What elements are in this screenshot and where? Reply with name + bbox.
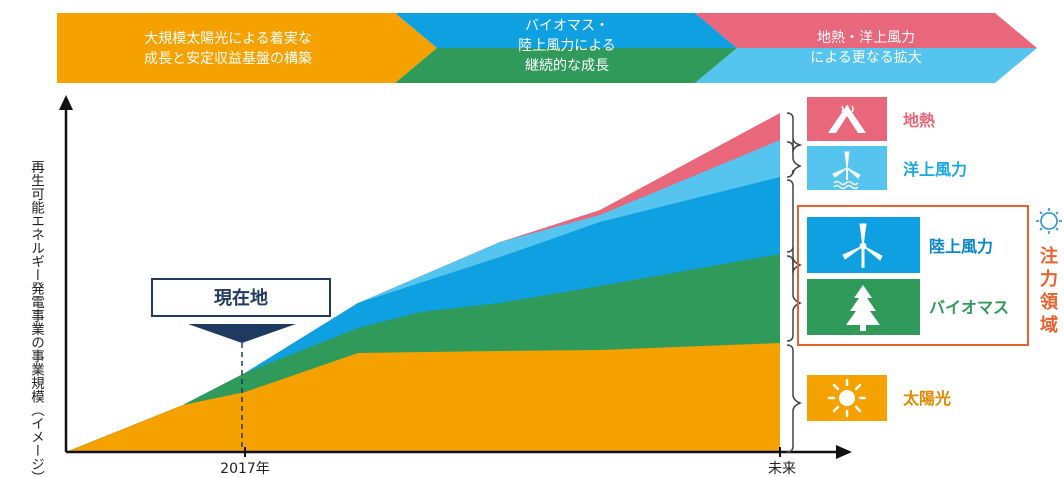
legend-label-geothermal: 地熱 xyxy=(903,111,935,130)
biomass-icon xyxy=(846,285,880,331)
stage-1-arrow xyxy=(57,13,437,83)
legend-item-offshore-wind: 洋上風力 xyxy=(807,146,967,190)
brace-onshore-wind xyxy=(786,179,802,274)
stage-3-line-1: 地熱・洋上風力 xyxy=(817,30,915,46)
current-position-box xyxy=(151,278,331,317)
stage-1-line-2: 成長と安定収益基盤の構築 xyxy=(144,50,312,67)
legend-label-onshore-wind: 陸上風力 xyxy=(929,237,993,256)
y-axis-arrowhead xyxy=(59,95,73,110)
legend-item-solar: 太陽光 xyxy=(807,375,951,421)
x-tick-label-future: 未来 xyxy=(768,461,796,477)
stage-3-arrow-top xyxy=(695,13,1037,48)
brace-geothermal xyxy=(786,112,803,153)
brace-solar xyxy=(786,344,802,453)
y-axis-label: 再生可能エネルギー発電事業の事業規模（イメージ） xyxy=(28,160,45,477)
stage-2-arrow-top xyxy=(395,13,737,48)
focus-area-char-4: 域 xyxy=(1040,314,1058,336)
brace-biomass xyxy=(786,255,802,342)
current-position-label: 現在地 xyxy=(214,287,268,309)
legend-item-geothermal: 地熱 xyxy=(807,97,935,141)
legend-item-onshore-wind: 陸上風力 xyxy=(807,217,993,273)
onshore-wind-icon xyxy=(842,223,883,268)
legend-label-solar: 太陽光 xyxy=(902,389,951,408)
stage-2-arrow-bottom xyxy=(395,48,737,83)
focus-area-char-2: 力 xyxy=(1040,269,1058,290)
x-tick-label-2017: 2017年 xyxy=(220,461,270,477)
stage-3-arrow-bottom xyxy=(695,48,1037,83)
legend-label-biomass: バイオマス xyxy=(929,298,1009,317)
legend-braces xyxy=(786,112,803,453)
stage-banner: 大規模太陽光による着実な 成長と安定収益基盤の構築 バイオマス・ 陸上風力による… xyxy=(57,13,1037,83)
legend-label-offshore-wind: 洋上風力 xyxy=(903,160,967,179)
legend-item-biomass: バイオマス xyxy=(807,279,1009,335)
stage-2-line-1: バイオマス・ xyxy=(525,18,609,34)
stage-2-line-2: 陸上風力による xyxy=(518,38,616,54)
focus-area-char-3: 領 xyxy=(1040,291,1059,313)
current-position-marker: 現在地 xyxy=(151,278,331,452)
area-solar xyxy=(66,343,780,452)
geothermal-icon xyxy=(828,104,866,133)
x-axis-arrowhead xyxy=(836,445,852,459)
focus-area-char-1: 注 xyxy=(1040,245,1058,267)
focus-area-label: 注 力 領 域 xyxy=(1036,208,1062,336)
offshore-wind-icon xyxy=(832,151,861,190)
stage-2-line-3: 継続的な成長 xyxy=(525,57,609,74)
brace-offshore-wind xyxy=(786,141,802,178)
focus-area-border xyxy=(797,205,1029,346)
stage-1-line-1: 大規模太陽光による着実な xyxy=(144,31,312,47)
stage-3-line-2: による更なる拡大 xyxy=(810,50,922,66)
sun-burst-icon xyxy=(1036,208,1062,234)
solar-icon xyxy=(827,378,867,418)
axes: 2017年 未来 xyxy=(59,95,852,477)
area-layers xyxy=(66,113,780,452)
current-position-pointer xyxy=(188,324,296,343)
